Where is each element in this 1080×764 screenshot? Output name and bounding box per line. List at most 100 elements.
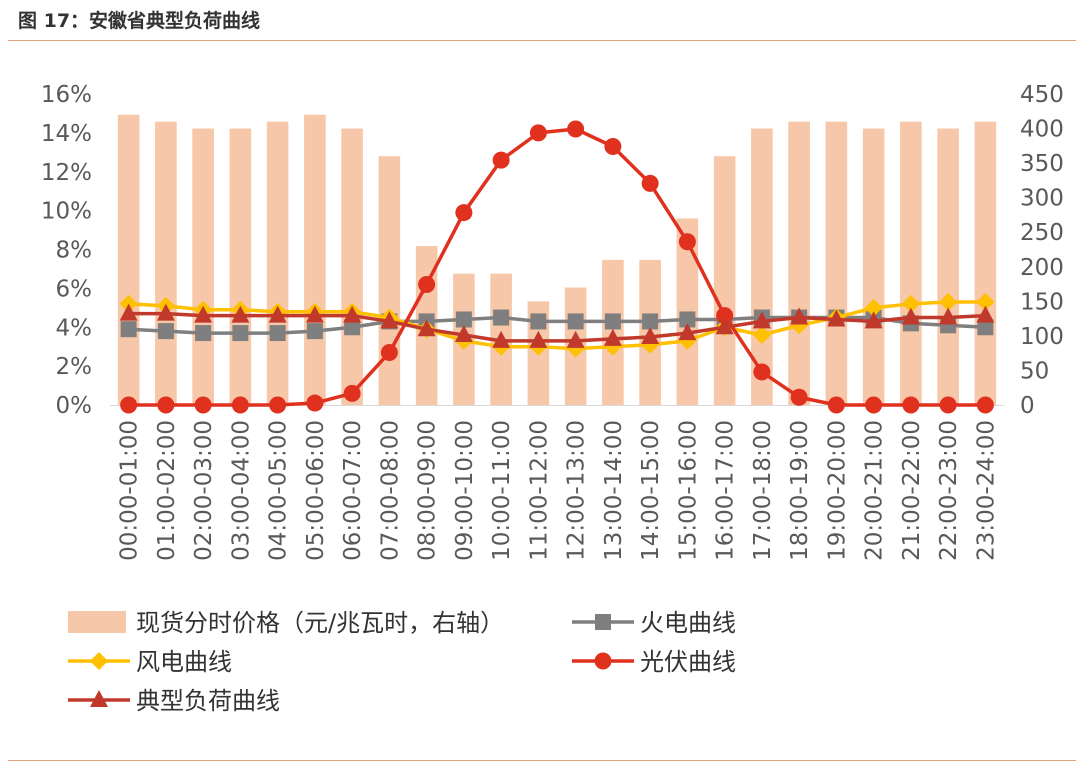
left-tick-label: 0% [56, 393, 93, 419]
right-tick-label: 350 [1020, 151, 1064, 177]
load-point [566, 330, 585, 348]
solar-point [604, 137, 622, 155]
load-point [417, 319, 436, 337]
left-axis: 0% 2% 4% 6% 8% 10% 12% 14% 16% [41, 82, 92, 419]
solar-point [157, 396, 175, 414]
x-tick-label: 17:00-18:00 [750, 420, 776, 561]
left-tick-label: 16% [41, 82, 92, 108]
wind-point [901, 294, 920, 313]
load-point [752, 311, 771, 329]
legend-item: 风电曲线 [68, 648, 232, 676]
solar-point [120, 396, 138, 414]
price-bar [937, 128, 959, 406]
x-tick-label: 15:00-16:00 [675, 420, 701, 561]
legend-label: 火电曲线 [640, 609, 736, 637]
x-tick-label: 13:00-14:00 [601, 420, 627, 561]
thermal-point [642, 313, 659, 330]
solar-series [120, 120, 994, 414]
price-bar [974, 121, 997, 406]
x-tick-label: 07:00-08:00 [377, 420, 403, 561]
load-point [156, 303, 175, 321]
thermal-point [195, 325, 212, 342]
right-tick-label: 400 [1020, 117, 1064, 143]
solar-point [455, 204, 473, 222]
solar-point [678, 233, 696, 251]
thermal-point [679, 311, 696, 328]
price-bar [117, 114, 140, 405]
left-tick-label: 6% [56, 276, 93, 302]
load-point [231, 305, 250, 323]
legend-item: 火电曲线 [572, 609, 736, 637]
price-bar [229, 128, 252, 406]
load-point [194, 305, 213, 323]
load-point [790, 307, 809, 325]
legend-item: 现货分时价格（元/兆瓦时，右轴） [68, 609, 504, 637]
load-point [454, 325, 473, 343]
solar-line [128, 127, 986, 407]
solar-point [865, 396, 883, 414]
solar-point [753, 363, 771, 381]
right-axis: 0 50 100 150 200 250 300 350 400 450 [1020, 82, 1064, 419]
solar-point [492, 151, 510, 169]
x-tick-label: 06:00-07:00 [340, 420, 366, 561]
x-tick-label: 03:00-04:00 [228, 420, 254, 561]
price-bar [825, 121, 848, 406]
x-tick-label: 04:00-05:00 [266, 420, 292, 561]
x-tick-label: 18:00-19:00 [787, 420, 813, 561]
price-bar [304, 114, 326, 405]
solar-point [380, 344, 398, 362]
price-bar [341, 128, 363, 406]
x-tick-label: 12:00-13:00 [564, 420, 590, 561]
x-tick-label: 22:00-23:00 [936, 420, 962, 561]
price-bars [117, 114, 997, 406]
series-lines [119, 120, 995, 414]
thermal-point [530, 313, 547, 330]
load-series [119, 303, 995, 348]
top-rule [8, 40, 1076, 41]
price-bar [788, 121, 810, 406]
legend-label: 现货分时价格（元/兆瓦时，右轴） [136, 609, 504, 637]
legend-marker [90, 652, 108, 670]
legend-marker [594, 652, 612, 670]
right-tick-label: 300 [1020, 186, 1064, 212]
price-bar [192, 128, 214, 406]
load-point [529, 330, 548, 348]
load-point [901, 307, 920, 325]
x-tick-label: 10:00-11:00 [489, 420, 515, 561]
solar-point [231, 396, 249, 414]
legend-item: 光伏曲线 [572, 648, 736, 676]
price-bar [378, 156, 401, 405]
price-bar [900, 121, 922, 406]
load-point [343, 305, 362, 323]
solar-point [567, 120, 585, 138]
wind-point [976, 292, 995, 311]
load-point [380, 311, 399, 329]
price-bar [155, 121, 177, 406]
x-tick-label: 20:00-21:00 [862, 420, 888, 561]
thermal-point [977, 319, 994, 336]
solar-point [939, 396, 957, 414]
load-point [641, 326, 660, 344]
left-tick-label: 10% [41, 199, 92, 225]
legend-marker [595, 614, 611, 630]
x-tick-label: 23:00-24:00 [973, 420, 999, 561]
solar-point [976, 396, 994, 414]
load-point [305, 305, 324, 323]
legend-label: 典型负荷曲线 [136, 687, 280, 715]
solar-point [641, 174, 659, 192]
left-tick-label: 2% [56, 354, 93, 380]
bottom-rule [8, 760, 1076, 761]
load-point [119, 303, 138, 321]
left-tick-label: 14% [41, 121, 92, 147]
thermal-point [344, 319, 361, 336]
right-tick-label: 0 [1020, 393, 1035, 419]
thermal-point [567, 313, 584, 330]
solar-point [306, 394, 324, 412]
load-point [678, 323, 697, 341]
load-line [128, 311, 986, 343]
solar-point [790, 388, 808, 406]
x-tick-labels: 00:00-01:00 01:00-02:00 02:00-03:00 03:00-0… [117, 420, 1000, 561]
price-bar [713, 156, 736, 405]
